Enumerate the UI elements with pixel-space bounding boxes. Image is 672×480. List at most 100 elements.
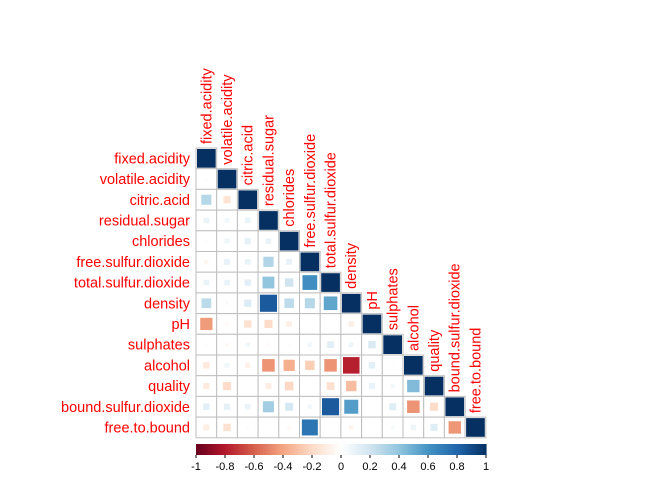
heatmap-square xyxy=(383,335,402,354)
heatmap-square xyxy=(246,426,250,429)
row-label: pH xyxy=(171,317,190,333)
column-label: free.sulfur.dioxide xyxy=(303,134,319,248)
heatmap-square xyxy=(262,276,275,289)
colorbar-segment xyxy=(303,444,307,455)
heatmap-square xyxy=(307,342,313,347)
heatmap-square xyxy=(224,362,230,368)
heatmap-square xyxy=(244,299,252,307)
heatmap-square xyxy=(203,362,210,369)
heatmap-square xyxy=(407,400,420,414)
heatmap-square xyxy=(238,190,258,210)
colorbar-tick-label: 0.6 xyxy=(420,461,435,473)
colorbar-segment xyxy=(230,444,235,455)
column-label: density xyxy=(344,242,360,289)
colorbar-segment xyxy=(213,444,217,455)
row-label: citric.acid xyxy=(130,193,190,209)
colorbar-segment xyxy=(361,444,365,455)
heatmap-square xyxy=(244,403,251,410)
heatmap-square xyxy=(287,343,291,346)
colorbar-segment xyxy=(451,444,455,455)
colorbar-segment xyxy=(355,444,359,455)
colorbar-segment xyxy=(474,444,478,455)
heatmap-square xyxy=(327,341,334,349)
heatmap-square xyxy=(245,362,251,368)
heatmap-square xyxy=(301,419,318,436)
colorbar-segment xyxy=(445,444,449,455)
heatmap-square xyxy=(368,383,375,390)
row-label: chlorides xyxy=(132,234,190,250)
colorbar-tick-label: -0.4 xyxy=(274,461,293,473)
heatmap-square xyxy=(246,385,249,387)
colorbar-segment xyxy=(430,444,435,455)
colorbar-segment xyxy=(358,444,362,455)
heatmap-square xyxy=(225,322,229,326)
colorbar-segment xyxy=(326,444,330,455)
colorbar-segment xyxy=(436,444,441,455)
row-label: total.sulfur.dioxide xyxy=(74,276,190,292)
heatmap-cell-bg xyxy=(361,416,383,439)
heatmap-cell-bg xyxy=(257,416,280,439)
heatmap-square xyxy=(348,321,355,327)
colorbar-segment xyxy=(343,444,348,455)
colorbar-segment xyxy=(227,444,232,455)
row-label: volatile.acidity xyxy=(100,172,191,188)
heatmap-square xyxy=(205,177,208,181)
colorbar-segment xyxy=(277,444,281,455)
heatmap-square xyxy=(244,238,251,245)
colorbar-tick-label: -1 xyxy=(191,461,201,473)
column-label: sulphates xyxy=(386,268,402,330)
colorbar-segment xyxy=(233,444,238,455)
heatmap-square xyxy=(445,397,465,417)
heatmap-square xyxy=(448,421,461,434)
heatmap-square xyxy=(362,314,382,334)
colorbar-segment xyxy=(225,444,229,455)
colorbar-segment xyxy=(381,444,386,455)
heatmap-square xyxy=(201,298,212,309)
colorbar-segment xyxy=(219,444,223,455)
colorbar-segment xyxy=(477,444,481,455)
heatmap-square xyxy=(203,279,210,286)
heatmap-square xyxy=(225,342,229,347)
colorbar-segment xyxy=(201,444,206,455)
heatmap-square xyxy=(203,403,210,410)
row-label: density xyxy=(144,296,191,312)
heatmap-square xyxy=(244,320,252,328)
colorbar-segment xyxy=(468,444,473,455)
row-label: sulphates xyxy=(128,338,190,354)
colorbar-segment xyxy=(370,444,374,455)
colorbar-segment xyxy=(248,444,252,455)
heatmap-square xyxy=(404,356,423,375)
colorbar-segment xyxy=(396,444,400,455)
colorbar-segment xyxy=(341,444,345,455)
colorbar-segment xyxy=(387,444,391,455)
heatmap-square xyxy=(205,343,208,346)
heatmap-square xyxy=(429,402,439,411)
heatmap-cell-bg xyxy=(319,313,342,335)
column-label: residual.sugar xyxy=(261,115,277,206)
colorbar-segment xyxy=(349,444,354,455)
heatmap-cell-bg xyxy=(299,313,321,335)
heatmap-square xyxy=(203,424,210,431)
colorbar-tick-label: -0.6 xyxy=(245,461,264,473)
colorbar-segment xyxy=(320,444,325,455)
colorbar-segment xyxy=(297,444,301,455)
heatmap-square xyxy=(259,294,278,312)
colorbar-segment xyxy=(448,444,452,455)
heatmap-square xyxy=(217,169,237,189)
colorbar-segment xyxy=(407,444,412,455)
colorbar-segment xyxy=(442,444,446,455)
colorbar-tick-label: 1 xyxy=(483,461,489,473)
row-label: quality xyxy=(148,379,191,395)
heatmap-square xyxy=(307,404,313,410)
heatmap-square xyxy=(279,231,299,251)
colorbar-segment xyxy=(401,444,406,455)
column-label: total.sulfur.dioxide xyxy=(324,152,340,268)
heatmap-square xyxy=(304,298,315,309)
colorbar-segment xyxy=(428,444,432,455)
colorbar-segment xyxy=(259,444,264,455)
heatmap-square xyxy=(348,425,354,430)
colorbar-segment xyxy=(375,444,380,455)
heatmap-square xyxy=(223,403,231,410)
colorbar-segment xyxy=(271,444,275,455)
heatmap-square xyxy=(286,258,293,265)
